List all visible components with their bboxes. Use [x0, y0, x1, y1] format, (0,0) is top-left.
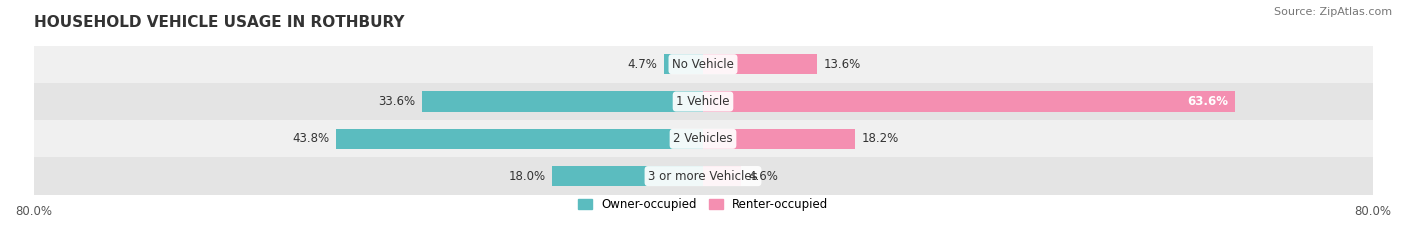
Text: 2 Vehicles: 2 Vehicles — [673, 132, 733, 145]
Text: Source: ZipAtlas.com: Source: ZipAtlas.com — [1274, 7, 1392, 17]
Bar — [553, 166, 703, 186]
Bar — [703, 129, 855, 149]
Text: 13.6%: 13.6% — [824, 58, 860, 71]
Bar — [336, 129, 703, 149]
Legend: Owner-occupied, Renter-occupied: Owner-occupied, Renter-occupied — [572, 194, 834, 216]
Bar — [703, 91, 1236, 112]
Text: 63.6%: 63.6% — [1188, 95, 1229, 108]
Text: 18.2%: 18.2% — [862, 132, 900, 145]
Bar — [34, 83, 1372, 120]
Text: 33.6%: 33.6% — [378, 95, 415, 108]
Text: HOUSEHOLD VEHICLE USAGE IN ROTHBURY: HOUSEHOLD VEHICLE USAGE IN ROTHBURY — [34, 15, 404, 30]
Text: 4.6%: 4.6% — [748, 170, 778, 183]
Text: No Vehicle: No Vehicle — [672, 58, 734, 71]
Text: 43.8%: 43.8% — [292, 132, 330, 145]
Bar — [703, 54, 817, 75]
Bar — [422, 91, 703, 112]
Bar — [664, 54, 703, 75]
Bar — [34, 120, 1372, 158]
Bar — [34, 46, 1372, 83]
Text: 1 Vehicle: 1 Vehicle — [676, 95, 730, 108]
Bar — [703, 166, 741, 186]
Text: 3 or more Vehicles: 3 or more Vehicles — [648, 170, 758, 183]
Bar — [34, 158, 1372, 195]
Text: 4.7%: 4.7% — [627, 58, 657, 71]
Text: 18.0%: 18.0% — [509, 170, 546, 183]
